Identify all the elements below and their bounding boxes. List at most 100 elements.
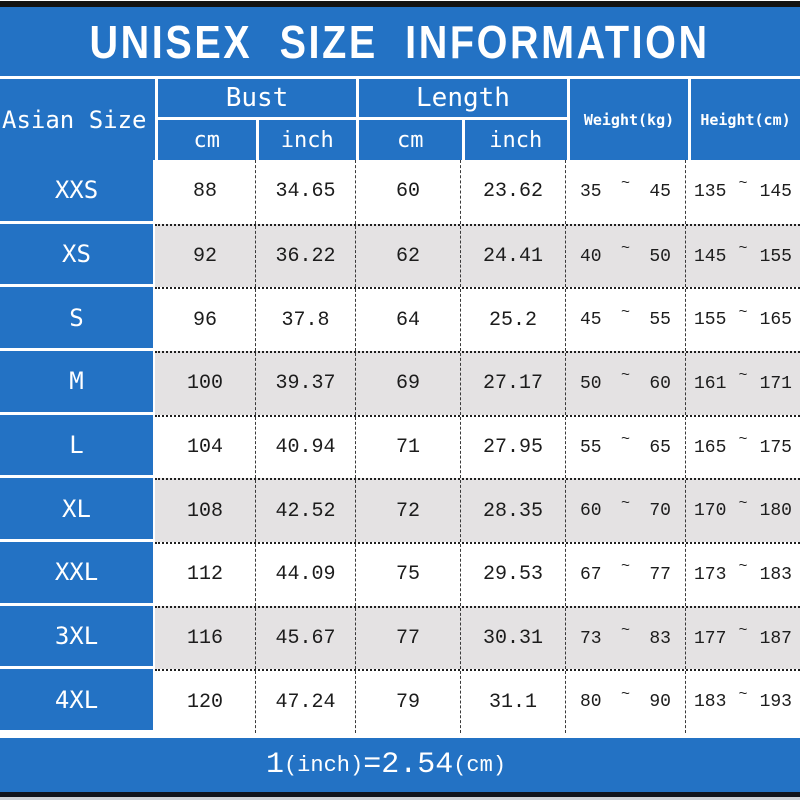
length-cm-value: 79 <box>355 671 460 734</box>
footer-inch: (inch) <box>283 752 364 778</box>
row-cells: 108 42.52 72 28.35 60 ~ 70 170 ~ 180 <box>155 478 800 543</box>
height-range: 161 ~ 171 <box>685 353 800 415</box>
length-inch-value: 31.1 <box>460 671 565 734</box>
header-length-label: Length <box>359 79 567 117</box>
row-cells: 104 40.94 71 27.95 55 ~ 65 165 ~ 175 <box>155 414 800 479</box>
page-title: UNISEX SIZE INFORMATION <box>89 15 711 68</box>
weight-min: 55 <box>580 437 602 458</box>
length-cm-value: 62 <box>355 225 460 288</box>
weight-max: 70 <box>649 501 671 522</box>
bust-inch-value: 39.37 <box>255 353 355 415</box>
weight-max: 90 <box>649 692 671 713</box>
footer-cm: (cm) <box>453 752 507 778</box>
weight-range: 73 ~ 83 <box>565 607 685 670</box>
bust-inch-value: 36.22 <box>255 225 355 288</box>
tilde-separator: ~ <box>738 494 748 512</box>
weight-min: 67 <box>580 564 602 585</box>
length-inch-value: 27.95 <box>460 416 565 479</box>
weight-min: 50 <box>580 373 602 394</box>
height-range: 177 ~ 187 <box>685 607 800 670</box>
footer-note: 1 (inch) = 2.54 (cm) <box>0 738 800 792</box>
weight-min: 35 <box>580 181 602 202</box>
size-label: XXL <box>0 542 155 606</box>
height-min: 135 <box>694 181 727 202</box>
weight-min: 60 <box>580 501 602 522</box>
bust-inch-value: 45.67 <box>255 607 355 670</box>
weight-max: 60 <box>649 373 671 394</box>
weight-range: 60 ~ 70 <box>565 480 685 543</box>
bust-cm-value: 100 <box>186 372 223 396</box>
length-inch-value: 30.31 <box>460 607 565 670</box>
weight-max: 83 <box>649 628 671 649</box>
height-max: 175 <box>759 437 792 458</box>
height-min: 161 <box>694 373 727 394</box>
header-weight: Weight(kg) <box>570 79 688 160</box>
tilde-separator: ~ <box>620 367 630 385</box>
weight-max: 77 <box>649 564 671 585</box>
tilde-separator: ~ <box>738 622 748 640</box>
tilde-separator: ~ <box>738 303 748 321</box>
height-max: 171 <box>759 373 792 394</box>
height-max: 165 <box>759 310 792 331</box>
length-cm-value: 60 <box>355 160 460 224</box>
table-body: XXS 88 34.65 60 23.62 35 ~ 45 135 ~ 145 <box>0 160 800 734</box>
header-bust-inch: inch <box>258 120 356 160</box>
header-group-length: Length cm inch <box>359 79 567 160</box>
table-row: XXS 88 34.65 60 23.62 35 ~ 45 135 ~ 145 <box>0 160 800 224</box>
tilde-separator: ~ <box>620 240 630 257</box>
footer-one: 1 <box>265 748 284 782</box>
weight-min: 40 <box>580 246 602 267</box>
height-min: 155 <box>694 310 727 331</box>
header-bust-label: Bust <box>158 79 356 117</box>
row-cells: 116 45.67 77 30.31 73 ~ 83 177 ~ 187 <box>155 605 800 670</box>
height-max: 193 <box>759 692 792 713</box>
tilde-separator: ~ <box>738 367 748 385</box>
height-min: 173 <box>694 564 727 585</box>
weight-min: 45 <box>580 310 602 331</box>
height-max: 145 <box>759 181 792 202</box>
bust-inch-value: 47.24 <box>255 671 355 734</box>
bottom-sliver <box>0 797 800 800</box>
length-inch-value: 24.41 <box>460 225 565 288</box>
row-cells: 120 47.24 79 31.1 80 ~ 90 183 ~ 193 <box>155 669 800 734</box>
weight-range: 80 ~ 90 <box>565 671 685 734</box>
header-length-cm: cm <box>359 120 462 160</box>
height-min: 170 <box>694 501 727 522</box>
tilde-separator: ~ <box>620 685 630 703</box>
bust-cm-value: 88 <box>192 180 217 204</box>
table-row: 4XL 120 47.24 79 31.1 80 ~ 90 183 ~ 193 <box>0 669 800 734</box>
size-label: 4XL <box>0 669 155 734</box>
length-cm-value: 75 <box>355 544 460 606</box>
bust-inch-value: 44.09 <box>255 544 355 606</box>
height-range: 145 ~ 155 <box>685 225 800 288</box>
row-cells: 92 36.22 62 24.41 40 ~ 50 145 ~ 155 <box>155 223 800 288</box>
title-band: UNISEX SIZE INFORMATION <box>0 7 800 76</box>
tilde-separator: ~ <box>738 175 748 193</box>
row-cells: 88 34.65 60 23.62 35 ~ 45 135 ~ 145 <box>155 160 800 224</box>
length-cm-value: 69 <box>355 353 460 415</box>
bust-cm-value: 104 <box>186 436 223 460</box>
weight-range: 45 ~ 55 <box>565 289 685 352</box>
length-inch-value: 28.35 <box>460 480 565 543</box>
bust-cm-value: 92 <box>192 245 217 268</box>
height-max: 187 <box>759 628 792 649</box>
height-range: 135 ~ 145 <box>685 160 800 224</box>
divider <box>0 733 800 738</box>
tilde-separator: ~ <box>620 431 630 449</box>
header-group-bust: Bust cm inch <box>158 79 356 160</box>
tilde-separator: ~ <box>738 685 748 703</box>
bust-inch-value: 42.52 <box>255 480 355 543</box>
divider <box>0 76 800 79</box>
size-label: M <box>0 351 155 415</box>
height-range: 173 ~ 183 <box>685 544 800 606</box>
tilde-separator: ~ <box>620 494 630 512</box>
size-label: XL <box>0 478 155 543</box>
height-range: 183 ~ 193 <box>685 671 800 734</box>
size-label: XXS <box>0 160 155 224</box>
weight-range: 67 ~ 77 <box>565 544 685 606</box>
weight-range: 40 ~ 50 <box>565 225 685 288</box>
height-min: 145 <box>694 246 727 267</box>
row-cells: 100 39.37 69 27.17 50 ~ 60 161 ~ 171 <box>155 351 800 415</box>
table-row: XXL 112 44.09 75 29.53 67 ~ 77 173 ~ 183 <box>0 542 800 606</box>
weight-max: 50 <box>649 246 671 267</box>
